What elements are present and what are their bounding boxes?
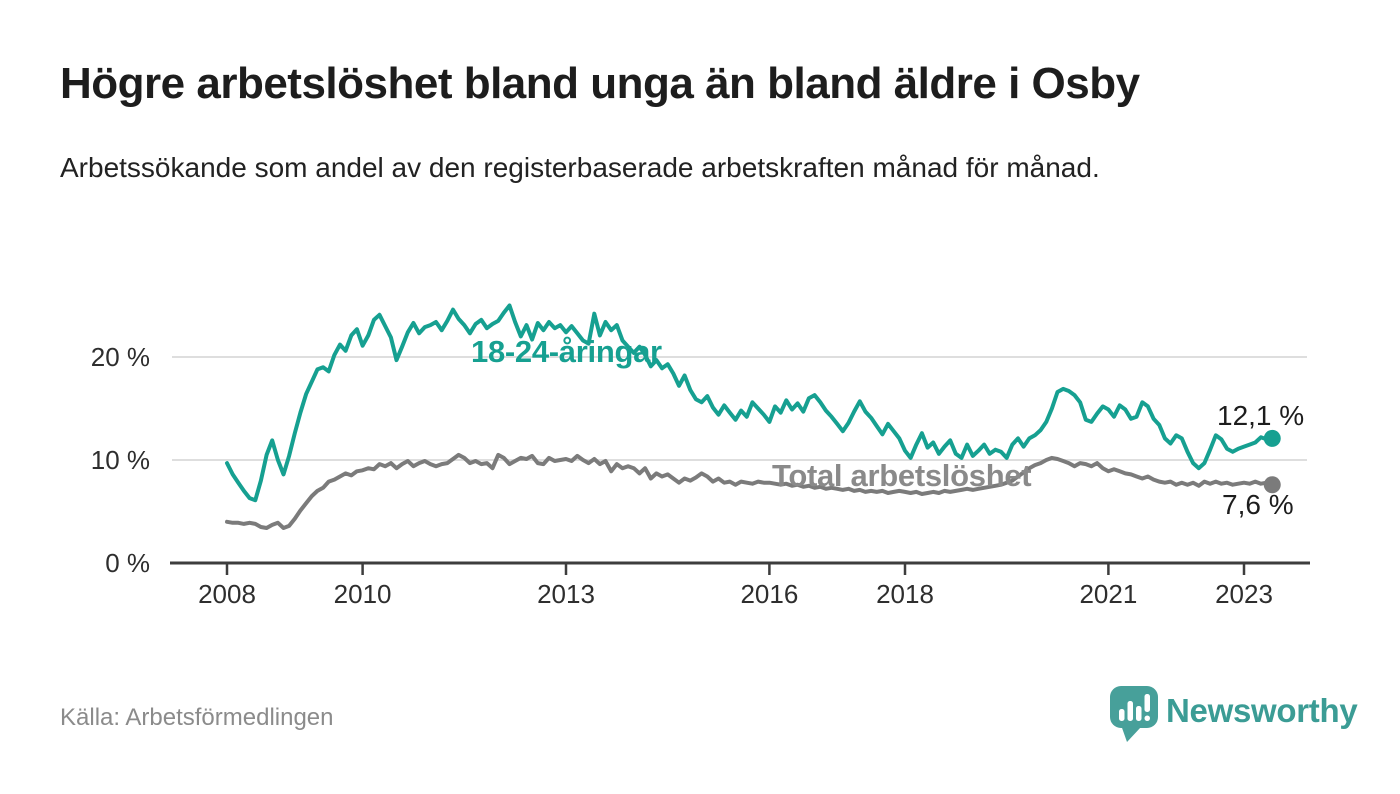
- source-attribution: Källa: Arbetsförmedlingen: [60, 704, 334, 731]
- series-label-young: 18-24-åringar: [471, 334, 662, 369]
- x-axis-tick-label: 2016: [740, 579, 798, 609]
- x-axis-tick-label: 2023: [1215, 579, 1273, 609]
- series-label-total: Total arbetslöshet: [772, 458, 1032, 493]
- y-axis-tick-label: 0 %: [105, 548, 150, 578]
- x-axis-tick-label: 2010: [334, 579, 392, 609]
- y-axis-tick-label: 10 %: [91, 445, 150, 475]
- series-line-young: [225, 303, 1275, 503]
- page-title: Högre arbetslöshet bland unga än bland ä…: [60, 59, 1140, 108]
- series-line-total: [225, 452, 1275, 530]
- end-value-label-young: 12,1 %: [1217, 400, 1305, 431]
- brand-name: Newsworthy: [1166, 692, 1358, 729]
- newsworthy-logo-icon: [1110, 686, 1158, 742]
- end-value-label-total: 7,6 %: [1222, 489, 1294, 520]
- page-subtitle: Arbetssökande som andel av den registerb…: [60, 152, 1100, 183]
- series-end-dot-young: [1263, 429, 1281, 447]
- x-axis-tick-label: 2013: [537, 579, 595, 609]
- x-axis-tick-label: 2008: [198, 579, 256, 609]
- y-axis-tick-label: 20 %: [91, 342, 150, 372]
- series-end-dot-total: [1263, 476, 1281, 494]
- x-axis-tick-label: 2018: [876, 579, 934, 609]
- x-axis-tick-label: 2021: [1079, 579, 1137, 609]
